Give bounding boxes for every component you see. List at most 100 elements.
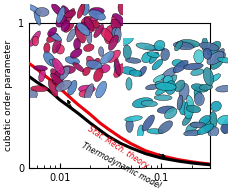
Ellipse shape — [184, 130, 201, 136]
Ellipse shape — [74, 38, 81, 50]
Ellipse shape — [129, 70, 142, 76]
Ellipse shape — [99, 65, 110, 73]
Ellipse shape — [191, 84, 208, 92]
Ellipse shape — [68, 80, 77, 95]
Ellipse shape — [138, 125, 144, 139]
Ellipse shape — [31, 86, 48, 92]
Ellipse shape — [86, 56, 95, 67]
Ellipse shape — [79, 90, 91, 97]
Ellipse shape — [115, 57, 120, 76]
Ellipse shape — [77, 23, 90, 35]
Ellipse shape — [64, 23, 74, 32]
Ellipse shape — [39, 69, 45, 82]
Ellipse shape — [147, 52, 160, 57]
Ellipse shape — [203, 119, 211, 133]
Ellipse shape — [211, 74, 220, 82]
Ellipse shape — [51, 4, 63, 16]
Ellipse shape — [132, 98, 153, 108]
Ellipse shape — [182, 115, 192, 125]
Ellipse shape — [164, 75, 177, 88]
Ellipse shape — [165, 81, 176, 94]
Ellipse shape — [114, 64, 125, 77]
Ellipse shape — [87, 22, 98, 33]
Ellipse shape — [89, 7, 104, 15]
Ellipse shape — [86, 25, 92, 44]
Ellipse shape — [94, 24, 104, 38]
Ellipse shape — [194, 93, 204, 106]
Ellipse shape — [55, 74, 64, 84]
Ellipse shape — [179, 83, 189, 101]
Ellipse shape — [104, 26, 114, 44]
Ellipse shape — [96, 81, 107, 98]
Ellipse shape — [77, 4, 85, 18]
Ellipse shape — [118, 3, 125, 15]
Ellipse shape — [177, 95, 183, 110]
Ellipse shape — [90, 58, 100, 69]
Ellipse shape — [53, 70, 61, 84]
Ellipse shape — [173, 60, 188, 73]
Ellipse shape — [108, 50, 120, 63]
Ellipse shape — [203, 48, 212, 59]
Ellipse shape — [175, 80, 185, 92]
Ellipse shape — [212, 49, 224, 64]
Ellipse shape — [28, 89, 37, 99]
Ellipse shape — [49, 59, 59, 69]
Ellipse shape — [203, 67, 214, 86]
Ellipse shape — [145, 84, 160, 90]
Ellipse shape — [48, 27, 57, 36]
Ellipse shape — [194, 50, 204, 64]
Ellipse shape — [154, 95, 172, 101]
Ellipse shape — [52, 58, 64, 75]
Ellipse shape — [209, 112, 217, 130]
Ellipse shape — [36, 7, 49, 16]
Ellipse shape — [215, 52, 226, 61]
Ellipse shape — [112, 14, 124, 26]
Ellipse shape — [218, 57, 232, 63]
Ellipse shape — [112, 17, 119, 29]
Ellipse shape — [27, 5, 41, 14]
Ellipse shape — [65, 57, 79, 64]
Ellipse shape — [194, 87, 202, 104]
Ellipse shape — [82, 67, 90, 76]
Ellipse shape — [112, 28, 120, 39]
Ellipse shape — [155, 81, 171, 87]
Ellipse shape — [200, 42, 219, 51]
Ellipse shape — [175, 41, 182, 51]
Ellipse shape — [65, 10, 76, 18]
Ellipse shape — [173, 42, 194, 50]
Ellipse shape — [47, 33, 58, 43]
Ellipse shape — [123, 45, 131, 59]
Ellipse shape — [44, 52, 55, 66]
Ellipse shape — [108, 35, 118, 50]
Ellipse shape — [49, 32, 61, 41]
Ellipse shape — [155, 83, 171, 95]
Text: Thermodynamic model: Thermodynamic model — [80, 141, 162, 189]
Ellipse shape — [154, 40, 165, 50]
Ellipse shape — [81, 0, 89, 15]
Ellipse shape — [142, 52, 152, 63]
Ellipse shape — [75, 22, 92, 31]
Ellipse shape — [199, 115, 210, 125]
Ellipse shape — [161, 68, 176, 81]
Ellipse shape — [142, 115, 154, 131]
Ellipse shape — [147, 129, 164, 134]
Ellipse shape — [152, 59, 163, 70]
Ellipse shape — [125, 58, 141, 63]
Ellipse shape — [62, 6, 70, 15]
Ellipse shape — [84, 44, 94, 52]
Ellipse shape — [199, 84, 213, 90]
Ellipse shape — [56, 44, 64, 54]
Y-axis label: cubatic order parameter: cubatic order parameter — [3, 40, 13, 151]
Ellipse shape — [58, 66, 70, 80]
Ellipse shape — [32, 36, 39, 46]
Ellipse shape — [44, 43, 50, 53]
Ellipse shape — [191, 69, 204, 76]
Ellipse shape — [73, 63, 84, 72]
Ellipse shape — [184, 100, 194, 119]
Ellipse shape — [186, 105, 201, 113]
Ellipse shape — [56, 15, 67, 27]
Ellipse shape — [202, 37, 208, 52]
Ellipse shape — [197, 124, 214, 135]
Ellipse shape — [125, 116, 142, 122]
Ellipse shape — [164, 108, 177, 119]
